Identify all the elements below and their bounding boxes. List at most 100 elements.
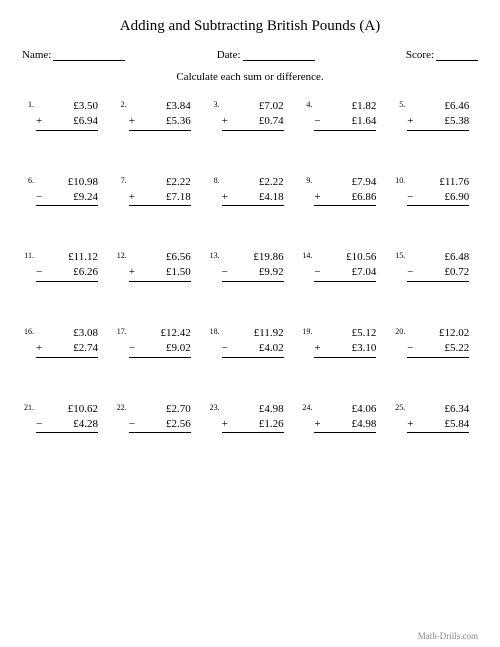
problem-number: 3. bbox=[208, 99, 222, 109]
problem: 3.£7.02+ £0.74 bbox=[208, 99, 293, 131]
header-row: Name: Date: Score: bbox=[22, 49, 478, 61]
operand-top: £7.94 bbox=[314, 175, 376, 190]
problem-number: 2. bbox=[115, 99, 129, 109]
problem-number: 8. bbox=[208, 175, 222, 185]
operand-bottom: − £6.90 bbox=[407, 190, 469, 207]
problem: 7.£2.22+ £7.18 bbox=[115, 175, 200, 207]
name-label: Name: bbox=[22, 49, 51, 61]
problem-math: £1.82− £1.64 bbox=[314, 99, 376, 131]
operand-b: £1.50 bbox=[166, 266, 191, 278]
problem: 16.£3.08+ £2.74 bbox=[22, 326, 107, 358]
operand-b: £2.74 bbox=[73, 342, 98, 354]
problem-number: 13. bbox=[208, 250, 222, 260]
problem-math: £5.12+ £3.10 bbox=[314, 326, 376, 358]
operand-b: £7.04 bbox=[352, 266, 377, 278]
problem: 13.£19.86− £9.92 bbox=[208, 250, 293, 282]
operand-bottom: + £1.26 bbox=[222, 417, 284, 434]
problem: 4.£1.82− £1.64 bbox=[300, 99, 385, 131]
operand-b: £5.36 bbox=[166, 115, 191, 127]
problem: 8.£2.22+ £4.18 bbox=[208, 175, 293, 207]
operand-top: £12.02 bbox=[407, 326, 469, 341]
operand-b: £4.28 bbox=[73, 418, 98, 430]
operand-bottom: + £1.50 bbox=[129, 265, 191, 282]
operand-bottom: − £5.22 bbox=[407, 341, 469, 358]
problem-math: £2.70− £2.56 bbox=[129, 402, 191, 434]
operand-bottom: + £6.94 bbox=[36, 114, 98, 131]
operand-bottom: + £5.84 bbox=[407, 417, 469, 434]
problem: 6.£10.98− £9.24 bbox=[22, 175, 107, 207]
score-blank[interactable] bbox=[436, 50, 478, 61]
problem-math: £3.84+ £5.36 bbox=[129, 99, 191, 131]
operator: + bbox=[222, 190, 228, 205]
problem-number: 19. bbox=[300, 326, 314, 336]
operand-b: £4.02 bbox=[259, 342, 284, 354]
operator: + bbox=[36, 114, 42, 129]
problem: 23.£4.98+ £1.26 bbox=[208, 402, 293, 434]
problem-number: 17. bbox=[115, 326, 129, 336]
problem-math: £7.94+ £6.86 bbox=[314, 175, 376, 207]
problem-number: 21. bbox=[22, 402, 36, 412]
operand-top: £3.84 bbox=[129, 99, 191, 114]
page-title: Adding and Subtracting British Pounds (A… bbox=[22, 18, 478, 35]
operand-top: £3.50 bbox=[36, 99, 98, 114]
operator: − bbox=[129, 417, 135, 432]
instruction: Calculate each sum or difference. bbox=[22, 71, 478, 83]
score-field: Score: bbox=[406, 49, 478, 61]
operand-bottom: + £0.74 bbox=[222, 114, 284, 131]
operand-top: £10.56 bbox=[314, 250, 376, 265]
problem-number: 11. bbox=[22, 250, 36, 260]
problem-number: 14. bbox=[300, 250, 314, 260]
operand-top: £6.34 bbox=[407, 402, 469, 417]
operand-top: £11.92 bbox=[222, 326, 284, 341]
operand-b: £0.72 bbox=[444, 266, 469, 278]
problem-number: 12. bbox=[115, 250, 129, 260]
problem-number: 5. bbox=[393, 99, 407, 109]
problem: 10.£11.76− £6.90 bbox=[393, 175, 478, 207]
problem-number: 24. bbox=[300, 402, 314, 412]
operand-bottom: − £9.02 bbox=[129, 341, 191, 358]
name-blank[interactable] bbox=[53, 50, 125, 61]
operand-top: £19.86 bbox=[222, 250, 284, 265]
operand-top: £3.08 bbox=[36, 326, 98, 341]
operand-b: £4.18 bbox=[259, 191, 284, 203]
problem-math: £10.98− £9.24 bbox=[36, 175, 98, 207]
problem: 22.£2.70− £2.56 bbox=[115, 402, 200, 434]
problem-number: 25. bbox=[393, 402, 407, 412]
problem-math: £12.42− £9.02 bbox=[129, 326, 191, 358]
problem-number: 9. bbox=[300, 175, 314, 185]
operand-b: £2.56 bbox=[166, 418, 191, 430]
operator: − bbox=[36, 417, 42, 432]
operand-top: £2.22 bbox=[222, 175, 284, 190]
date-blank[interactable] bbox=[243, 50, 315, 61]
operator: − bbox=[222, 265, 228, 280]
problem: 17.£12.42− £9.02 bbox=[115, 326, 200, 358]
operand-bottom: + £4.98 bbox=[314, 417, 376, 434]
problem-math: £6.34+ £5.84 bbox=[407, 402, 469, 434]
operand-top: £2.70 bbox=[129, 402, 191, 417]
operand-b: £6.94 bbox=[73, 115, 98, 127]
operand-bottom: + £6.86 bbox=[314, 190, 376, 207]
operand-bottom: + £4.18 bbox=[222, 190, 284, 207]
operand-top: £4.06 bbox=[314, 402, 376, 417]
operand-b: £3.10 bbox=[352, 342, 377, 354]
problem: 9.£7.94+ £6.86 bbox=[300, 175, 385, 207]
problem: 15.£6.48− £0.72 bbox=[393, 250, 478, 282]
problem: 12.£6.56+ £1.50 bbox=[115, 250, 200, 282]
operand-top: £6.56 bbox=[129, 250, 191, 265]
problem-math: £4.98+ £1.26 bbox=[222, 402, 284, 434]
problem-math: £6.56+ £1.50 bbox=[129, 250, 191, 282]
problem-math: £11.92− £4.02 bbox=[222, 326, 284, 358]
operator: − bbox=[314, 114, 320, 129]
operand-top: £2.22 bbox=[129, 175, 191, 190]
operand-bottom: − £9.92 bbox=[222, 265, 284, 282]
operand-top: £10.98 bbox=[36, 175, 98, 190]
operator: + bbox=[407, 114, 413, 129]
problem: 20.£12.02− £5.22 bbox=[393, 326, 478, 358]
operand-bottom: − £9.24 bbox=[36, 190, 98, 207]
operand-top: £4.98 bbox=[222, 402, 284, 417]
problem-math: £6.46+ £5.38 bbox=[407, 99, 469, 131]
problem-number: 10. bbox=[393, 175, 407, 185]
operand-b: £4.98 bbox=[352, 418, 377, 430]
operand-b: £7.18 bbox=[166, 191, 191, 203]
operator: − bbox=[407, 265, 413, 280]
